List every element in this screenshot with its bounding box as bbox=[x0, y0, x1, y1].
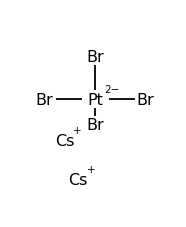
Text: 2−: 2− bbox=[104, 85, 120, 94]
Text: Br: Br bbox=[86, 118, 104, 133]
Text: Cs: Cs bbox=[68, 172, 88, 187]
Text: Br: Br bbox=[35, 92, 53, 107]
Text: +: + bbox=[87, 164, 96, 174]
Text: Pt: Pt bbox=[87, 92, 103, 107]
Text: Cs: Cs bbox=[55, 133, 74, 148]
Text: +: + bbox=[73, 126, 82, 136]
Text: Br: Br bbox=[86, 49, 104, 64]
Text: Br: Br bbox=[136, 92, 154, 107]
